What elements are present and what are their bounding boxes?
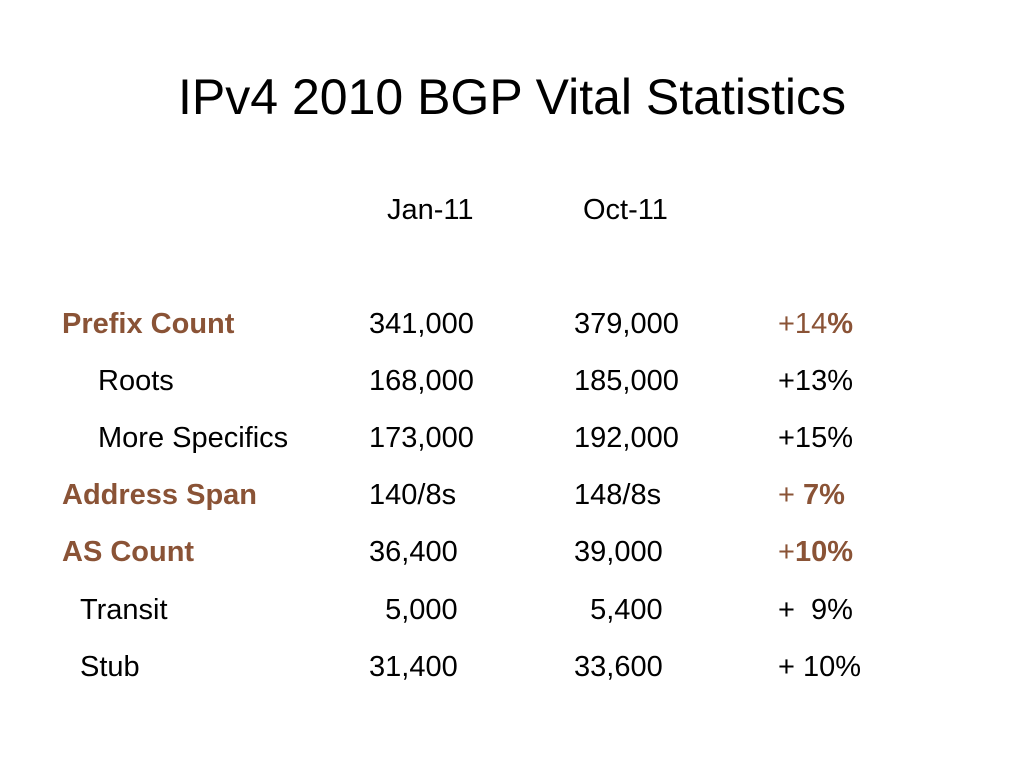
column-header-jan: Jan-11 [387,194,474,226]
slide-title: IPv4 2010 BGP Vital Statistics [178,69,846,125]
row-label-roots: Roots [98,365,174,397]
row-value-oct: 192,000 [574,422,679,454]
row-value-jan: 31,400 [369,651,458,683]
row-label-more-specifics: More Specifics [98,422,289,454]
row-value-oct: 185,000 [574,365,679,397]
row-label-as-count: AS Count [62,536,195,568]
row-value-oct: 39,000 [574,536,663,568]
row-change: +10% [778,532,853,572]
row-change-part: +14 [778,308,828,340]
row-label-prefix-count: Prefix Count [62,308,235,340]
row-value-jan: 168,000 [369,365,474,397]
row-change: + 9% [778,594,853,626]
row-change: +15% [778,422,853,454]
row-label-stub: Stub [80,651,140,683]
row-change: + 10% [778,651,862,683]
row-change-part: + [778,536,795,568]
row-change: + 7% [778,475,845,515]
row-value-jan: 140/8s [369,479,457,511]
row-value-jan: 173,000 [369,422,474,454]
row-value-jan: 341,000 [369,308,474,340]
row-value-oct: 379,000 [574,308,679,340]
row-change: +14% [778,304,853,344]
row-change-part: + [778,479,803,511]
row-value-oct: 5,400 [574,594,663,626]
row-value-jan: 5,000 [369,594,458,626]
column-header-oct: Oct-11 [583,194,668,226]
row-value-oct: 33,600 [574,651,663,683]
row-change: +13% [778,365,853,397]
row-change-part: % [827,308,853,340]
row-change-part: 10% [794,536,853,568]
row-label-transit: Transit [80,594,168,626]
row-label-address-span: Address Span [62,479,257,511]
row-value-oct: 148/8s [574,479,662,511]
row-change-part: 7% [803,479,845,511]
row-value-jan: 36,400 [369,536,458,568]
